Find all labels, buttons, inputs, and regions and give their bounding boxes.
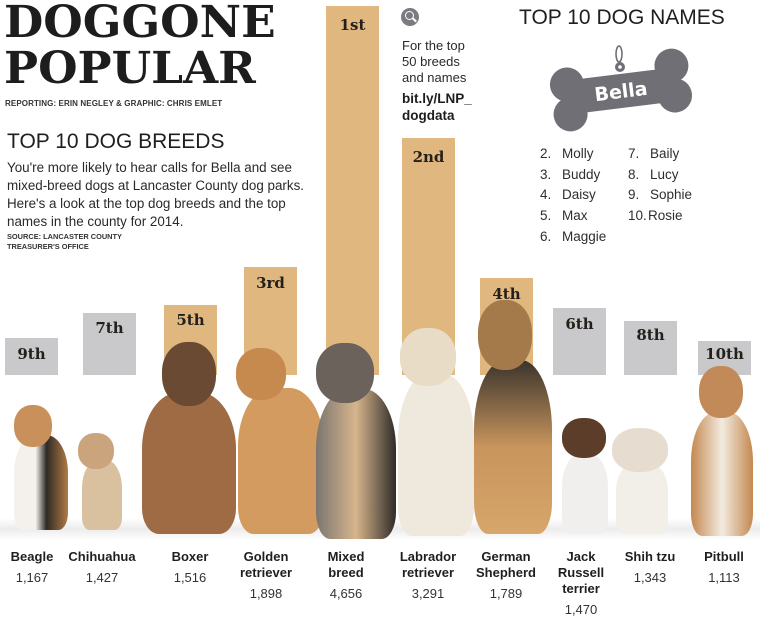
rank-label: 3rd [256,274,285,292]
rank-label: 7th [95,319,124,337]
list-item: 6. Maggie [540,228,607,244]
list-item: 4. Daisy [540,187,596,203]
bar-shih-tzu: 8th [624,321,677,375]
intro-text: You're more likely to hear calls for Bel… [7,160,304,229]
beagle-photo [6,405,76,530]
breed-count: 1,427 [85,570,119,585]
more-info-line-1: For the top [402,38,465,53]
source-line-1: SOURCE: LANCASTER COUNTY [7,232,122,241]
title-line-2: POPULAR [4,43,256,94]
more-info-line-3: and names [402,70,467,85]
jack-russell-terrier-photo [556,418,616,534]
breed-label-golden-retriever: Golden retriever 1,898 [228,549,304,602]
dog-bone-tag-icon: Bella [549,45,693,132]
bar-beagle: 9th [5,338,58,375]
breed-count: 1,343 [633,570,667,585]
list-item: 5. Max [540,208,588,224]
breed-count: 1,516 [173,570,207,585]
more-info-text: For the top 50 breeds and names [402,38,466,86]
breeds-heading: TOP 10 DOG BREEDS [7,130,225,153]
rank-label: 10th [705,345,744,363]
page-title: DOGGONE POPULAR [4,0,276,92]
list-item: 7. Baily [628,146,680,161]
labrador-retriever-photo [390,328,478,536]
list-item: 8. Lucy [628,166,679,182]
names-column-2: 7. Baily 8. Lucy 9. Sophie 10.Rosie [628,144,692,227]
rank-label: 9th [17,345,46,363]
list-item: 2. Molly [540,146,594,161]
shih-tzu-photo [608,428,672,534]
source-line-2: TREASURER'S OFFICE [7,242,89,251]
rank-label: 6th [565,315,594,333]
more-info-line-2: 50 breeds [402,54,460,69]
german-shepherd-photo [470,300,554,534]
breed-label-boxer: Boxer 1,516 [152,549,228,586]
names-list: 2. Molly 3. Buddy 4. Daisy 5. Max 6. Maggie 7… [540,144,760,254]
breed-label-jack-russell-terrier: Jack Russell terrier 1,470 [543,549,619,618]
bar-mixed-breed: 1st [326,6,379,375]
list-item: 9. Sophie [628,187,693,203]
golden-retriever-photo [234,348,324,534]
breed-count: 1,167 [15,570,49,585]
chihuahua-photo [64,425,130,530]
rank-label: 8th [636,326,665,344]
list-item: 3. Buddy [540,166,601,182]
title-line-1: DOGGONE [4,0,276,48]
breed-count: 3,291 [411,586,445,601]
byline: REPORTING: ERIN NEGLEY & GRAPHIC: CHRIS … [5,99,223,108]
breed-label-chihuahua: Chihuahua 1,427 [64,549,140,586]
bar-chihuahua: 7th [83,313,136,375]
breed-label-german-shepherd: German Shepherd 1,789 [468,549,544,602]
data-link[interactable]: bit.ly/LNP_ dogdata [402,90,472,124]
breed-count: 1,113 [708,570,740,585]
names-heading: TOP 10 DOG NAMES [519,6,725,29]
breed-label-labrador-retriever: Labrador retriever 3,291 [390,549,466,602]
mixed-breed-photo [300,343,400,539]
breed-label-mixed-breed: Mixed breed 4,656 [308,549,384,602]
rank-label: 1st [339,16,366,34]
rank-label: 2nd [412,148,445,166]
pitbull-photo [685,366,757,536]
breed-count: 1,898 [249,586,283,601]
names-column-1: 2. Molly 3. Buddy 4. Daisy 5. Max 6. Maggie [540,144,606,248]
rank-label: 5th [176,311,205,329]
magnifier-plus-icon [401,8,419,26]
breed-count: 4,656 [329,586,363,601]
breed-label-pitbull: Pitbull 1,113 [686,549,760,586]
data-link-line-1[interactable]: bit.ly/LNP_ [402,91,472,106]
breed-label-beagle: Beagle 1,167 [0,549,70,586]
boxer-photo [136,342,242,534]
breed-count: 1,470 [564,602,598,617]
list-item: 10.Rosie [628,208,683,224]
bar-jack-russell-terrier: 6th [553,308,606,375]
data-link-line-2[interactable]: dogdata [402,108,455,123]
breed-count: 1,789 [489,586,523,601]
breed-label-shih-tzu: Shih tzu 1,343 [612,549,688,586]
source-note: SOURCE: LANCASTER COUNTY TREASURER'S OFF… [7,232,122,252]
rank-label: 4th [492,285,521,303]
